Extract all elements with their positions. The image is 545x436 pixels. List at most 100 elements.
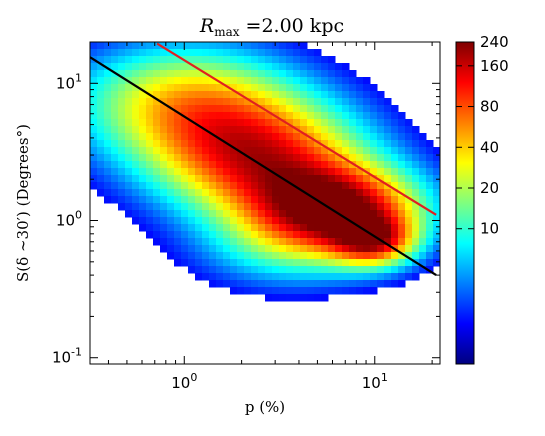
density-cell [160, 217, 168, 225]
density-cell [314, 203, 322, 211]
density-cell [125, 161, 133, 169]
density-cell [412, 245, 420, 253]
density-cell [258, 189, 266, 197]
density-cell [139, 189, 147, 197]
density-cell [251, 175, 259, 183]
density-cell [230, 252, 238, 260]
density-cell [132, 217, 140, 225]
density-cell [237, 210, 245, 218]
density-cell [132, 49, 140, 57]
density-cell [230, 147, 238, 155]
density-cell [370, 266, 378, 274]
density-cell [146, 231, 154, 239]
density-cell [349, 231, 357, 239]
density-cell [167, 63, 175, 71]
density-cell [279, 168, 287, 176]
density-cell [272, 49, 280, 57]
density-cell [111, 147, 119, 155]
density-cell [279, 105, 287, 113]
density-cell [286, 119, 294, 127]
density-cell [188, 266, 196, 274]
density-cell [335, 147, 343, 155]
density-cell [118, 140, 126, 148]
density-cell [426, 175, 434, 183]
density-cell [251, 259, 259, 267]
density-cell [188, 140, 196, 148]
density-cell [153, 168, 161, 176]
density-cell [349, 245, 357, 253]
density-cell [293, 182, 301, 190]
density-cell [209, 252, 217, 260]
density-cell [286, 140, 294, 148]
density-cell [132, 126, 140, 134]
density-cell [265, 196, 273, 204]
density-cell [188, 49, 196, 57]
density-cell [125, 70, 133, 78]
density-cell [209, 259, 217, 267]
density-cell [90, 133, 98, 141]
density-layer [90, 42, 440, 302]
density-cell [419, 252, 427, 260]
density-cell [104, 147, 112, 155]
density-cell [307, 189, 315, 197]
density-cell [349, 84, 357, 92]
density-cell [384, 231, 392, 239]
density-cell [272, 294, 280, 302]
density-cell [139, 196, 147, 204]
density-cell [237, 119, 245, 127]
density-cell [272, 168, 280, 176]
density-cell [307, 266, 315, 274]
density-cell [223, 266, 231, 274]
density-cell [146, 196, 154, 204]
density-cell [237, 224, 245, 232]
density-cell [167, 217, 175, 225]
y-tick-label: 10-1 [52, 346, 82, 367]
density-cell [160, 203, 168, 211]
density-cell [258, 182, 266, 190]
density-cell [174, 259, 182, 267]
density-cell [223, 154, 231, 162]
density-cell [412, 224, 420, 232]
density-cell [279, 287, 287, 295]
density-cell [202, 238, 210, 246]
density-cell [216, 112, 224, 120]
density-cell [272, 140, 280, 148]
density-cell [328, 140, 336, 148]
density-cell [258, 63, 266, 71]
density-cell [223, 280, 231, 288]
density-cell [433, 210, 440, 218]
density-cell [293, 273, 301, 281]
density-cell [328, 287, 336, 295]
density-cell [272, 266, 280, 274]
density-cell [426, 161, 434, 169]
density-cell [237, 161, 245, 169]
density-cell [251, 252, 259, 260]
density-cell [111, 42, 119, 50]
density-cell [132, 161, 140, 169]
density-cell [111, 182, 119, 190]
density-cell [279, 217, 287, 225]
density-cell [356, 77, 364, 85]
density-cell [363, 91, 371, 99]
density-cell [181, 203, 189, 211]
density-cell [146, 161, 154, 169]
density-cell [272, 161, 280, 169]
density-cell [412, 133, 420, 141]
density-cell [391, 210, 399, 218]
density-cell [307, 70, 315, 78]
density-cell [230, 189, 238, 197]
density-cell [230, 98, 238, 106]
density-cell [195, 224, 203, 232]
density-cell [188, 154, 196, 162]
density-cell [258, 168, 266, 176]
density-cell [356, 189, 364, 197]
density-cell [167, 252, 175, 260]
density-cell [314, 224, 322, 232]
density-cell [202, 231, 210, 239]
density-cell [258, 217, 266, 225]
density-cell [342, 126, 350, 134]
density-cell [335, 259, 343, 267]
density-cell [300, 140, 308, 148]
density-cell [279, 252, 287, 260]
density-cell [412, 196, 420, 204]
